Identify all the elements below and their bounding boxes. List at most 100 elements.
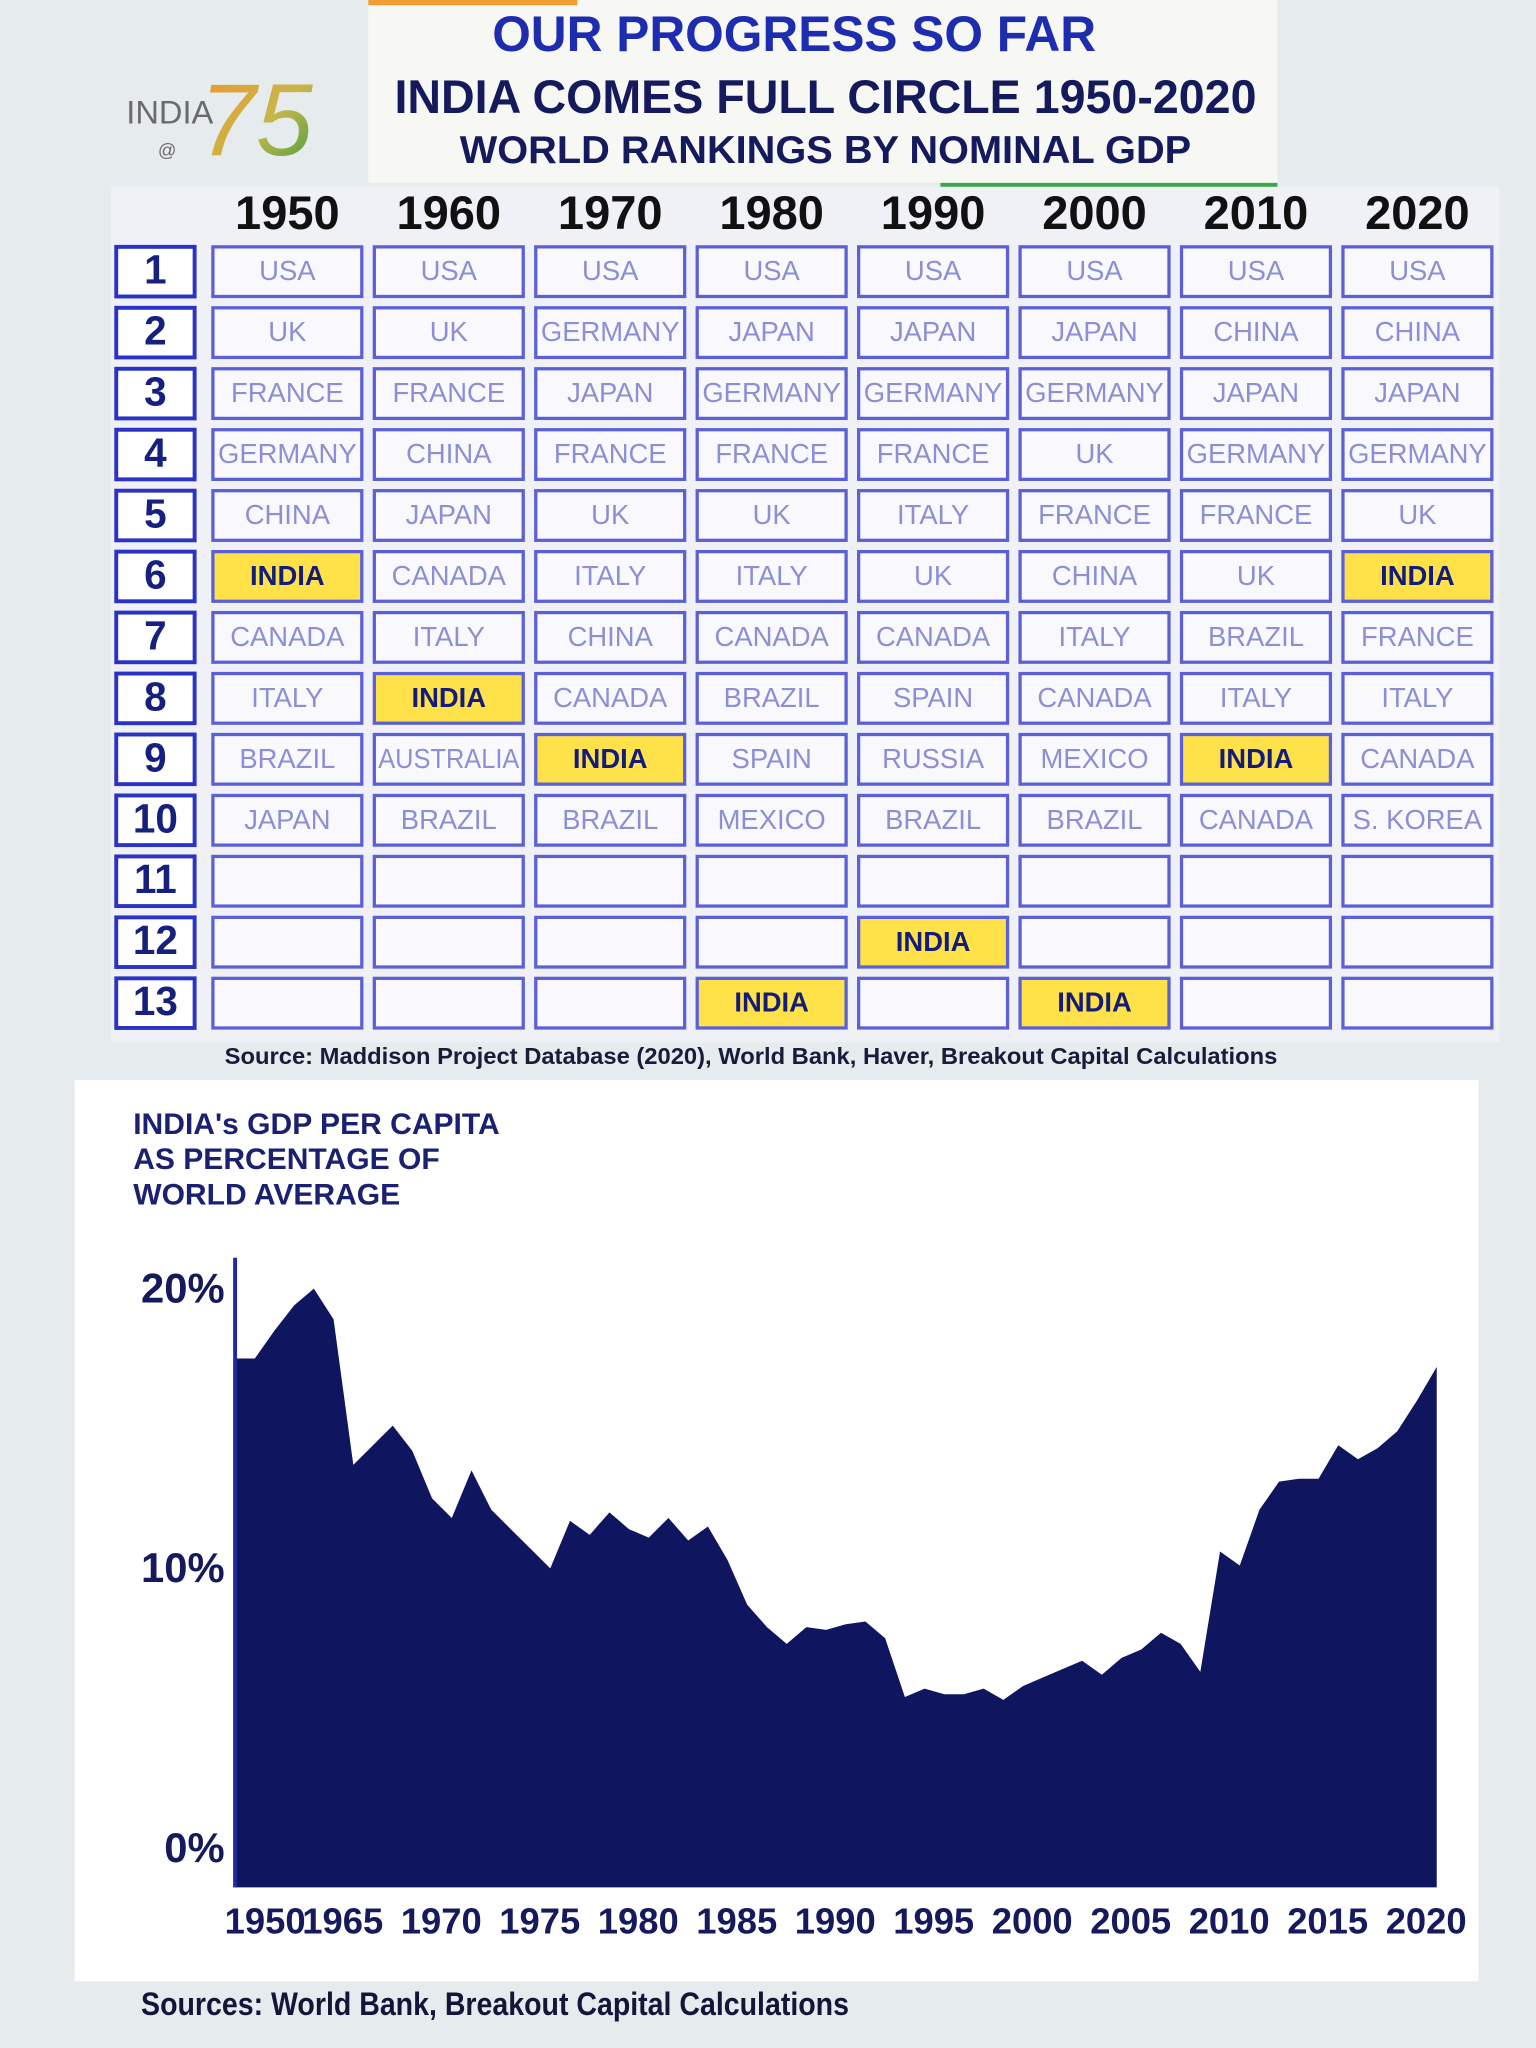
cell-box	[857, 976, 1010, 1030]
cell-text: GERMANY	[864, 377, 1003, 408]
title-box	[368, 0, 1278, 183]
x-tick-label: 1970	[401, 1901, 482, 1942]
column-header: 2010	[1204, 186, 1309, 239]
cell-text: UK	[753, 499, 791, 530]
cell-box	[372, 245, 525, 299]
cell-box	[1018, 428, 1171, 481]
cell-box	[1179, 489, 1333, 542]
cell-box	[534, 428, 687, 481]
cell-text: USA	[1228, 255, 1285, 286]
column-header: 1960	[396, 186, 501, 239]
rank-box	[114, 915, 197, 969]
cell-box	[211, 367, 364, 421]
rank-label: 10	[133, 795, 178, 841]
cell-text: CHINA	[1213, 316, 1299, 347]
cell-box	[1018, 245, 1171, 299]
cell-box	[1341, 367, 1494, 421]
cell-box	[695, 550, 848, 603]
cell-box	[372, 306, 525, 360]
cell-box	[1341, 489, 1494, 542]
x-tick-label: 2020	[1386, 1901, 1467, 1942]
cell-box	[211, 793, 364, 847]
x-tick-label: 1995	[893, 1901, 974, 1942]
cell-text: UK	[914, 560, 952, 591]
rank-box	[114, 976, 197, 1030]
cell-box	[1341, 306, 1494, 360]
cell-box	[372, 550, 525, 603]
rank-box	[114, 549, 197, 604]
column-header: 2000	[1042, 186, 1147, 239]
cell-text: CANADA	[876, 621, 991, 652]
cell-box	[1341, 732, 1494, 786]
cell-box	[1018, 489, 1171, 542]
cell-box	[211, 610, 364, 664]
cell-box	[857, 732, 1010, 786]
cell-box	[857, 793, 1010, 847]
accent-bar	[368, 0, 578, 6]
cell-box	[857, 854, 1010, 908]
column-header: 1950	[235, 186, 340, 239]
rank-box	[114, 488, 197, 543]
cell-text: USA	[421, 255, 478, 286]
cell-text: ITALY	[413, 621, 485, 652]
cell-text: BRAZIL	[885, 804, 981, 835]
cell-box	[1341, 915, 1494, 969]
cell-text: ITALY	[1220, 682, 1292, 713]
cell-box	[211, 245, 364, 299]
cell-box	[1018, 367, 1171, 421]
cell-text: USA	[1389, 255, 1446, 286]
cell-box	[1018, 732, 1171, 786]
cell-box	[857, 245, 1010, 299]
cell-text: GERMANY	[1187, 438, 1326, 469]
cell-box	[857, 489, 1010, 542]
cell-box	[211, 671, 364, 725]
cell-text: JAPAN	[406, 499, 492, 530]
cell-text: ITALY	[251, 682, 323, 713]
rank-label: 7	[144, 612, 167, 658]
x-tick-label: 2015	[1287, 1901, 1368, 1942]
rank-label: 2	[144, 308, 167, 354]
rank-box	[114, 793, 197, 848]
cell-box	[1018, 550, 1171, 603]
chart-title: INDIA's GDP PER CAPITA	[133, 1108, 499, 1141]
subtitle: INDIA COMES FULL CIRCLE 1950-2020	[394, 70, 1256, 123]
cell-text: CHINA	[406, 438, 492, 469]
cell-text: AUSTRALIA	[378, 743, 520, 774]
cell-text: ITALY	[1381, 682, 1453, 713]
cell-box	[857, 671, 1010, 725]
cell-text: JAPAN	[1374, 377, 1460, 408]
cell-box	[534, 671, 687, 725]
rank-label: 6	[144, 551, 167, 597]
cell-text: SPAIN	[893, 682, 973, 713]
cell-box	[372, 854, 525, 908]
cell-text: CANADA	[230, 621, 345, 652]
cell-box	[211, 306, 364, 360]
cell-text: UK	[430, 316, 468, 347]
cell-box	[695, 671, 848, 725]
cell-text: GERMANY	[541, 316, 680, 347]
rank-label: 1	[144, 247, 167, 293]
column-header: 1970	[558, 186, 663, 239]
cell-box	[1341, 550, 1494, 603]
rank-box	[114, 610, 197, 665]
chart-title: AS PERCENTAGE OF	[133, 1143, 439, 1176]
x-tick-label: 1990	[795, 1901, 876, 1942]
cell-text: FRANCE	[1361, 621, 1474, 652]
cell-text: JAPAN	[1051, 316, 1137, 347]
x-tick-label: 1950	[225, 1901, 306, 1942]
cell-text: CHINA	[568, 621, 654, 652]
title: OUR PROGRESS SO FAR	[492, 6, 1096, 62]
cell-text: BRAZIL	[724, 682, 820, 713]
cell-text: USA	[743, 255, 800, 286]
rank-label: 3	[144, 369, 167, 415]
rank-label: 8	[144, 673, 167, 719]
cell-box	[857, 428, 1010, 481]
cell-text: BRAZIL	[239, 743, 335, 774]
cell-box	[695, 428, 848, 481]
cell-box	[1179, 306, 1333, 360]
area	[235, 1288, 1437, 1888]
cell-box	[372, 428, 525, 481]
cell-text: INDIA	[1380, 560, 1455, 591]
